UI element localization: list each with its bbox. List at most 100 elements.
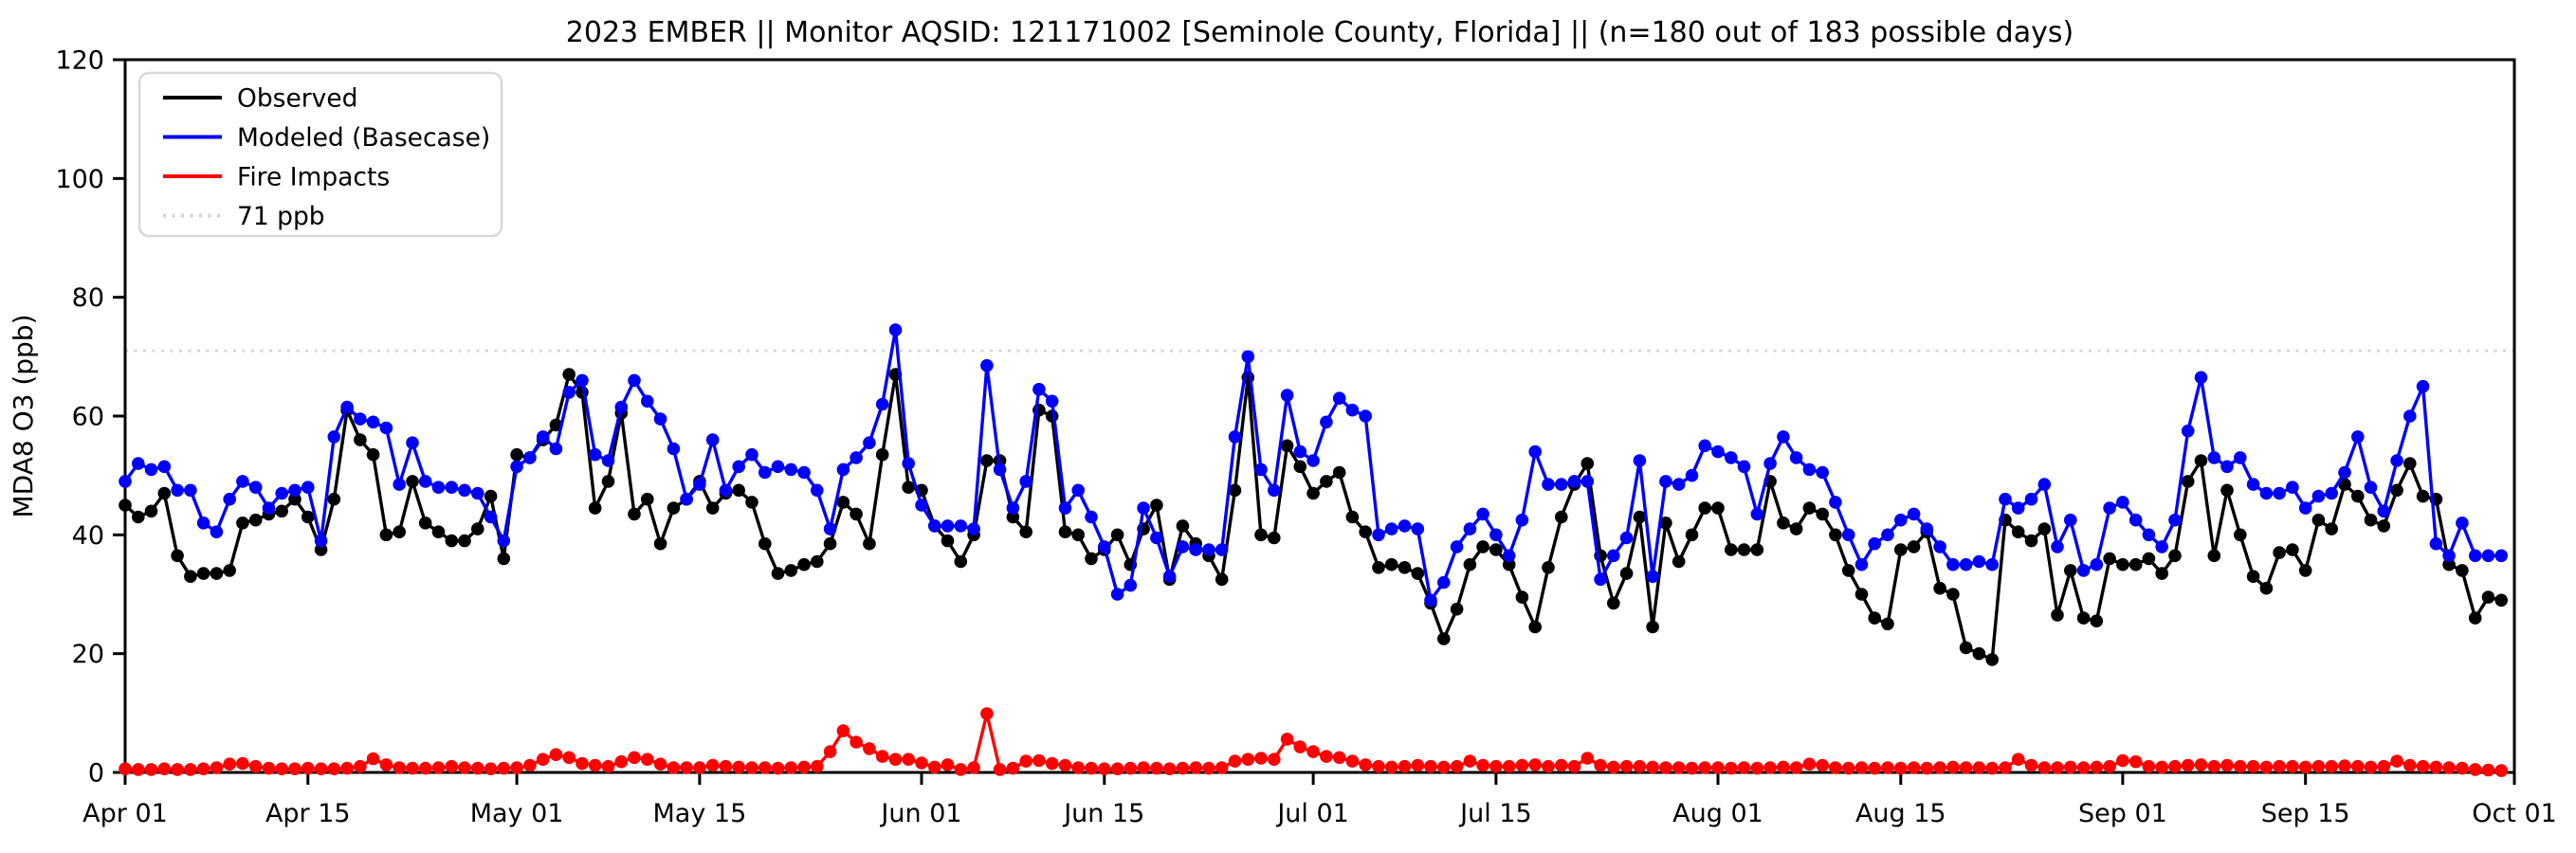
data-point (471, 522, 484, 535)
data-point (1398, 519, 1412, 533)
data-point (2298, 760, 2312, 774)
data-point (1816, 507, 1829, 521)
data-point (1907, 540, 1921, 554)
data-point (836, 724, 850, 737)
data-point (2155, 760, 2168, 774)
data-point (1463, 557, 1477, 572)
data-point (458, 534, 471, 548)
data-point (601, 475, 615, 488)
data-point (1737, 543, 1751, 556)
data-point (562, 368, 575, 381)
data-point (1567, 759, 1581, 773)
data-point (2128, 513, 2143, 527)
data-point (1999, 761, 2012, 774)
data-point (406, 436, 419, 450)
data-point (1215, 543, 1229, 556)
data-point (1646, 760, 1659, 774)
data-point (1789, 451, 1803, 464)
data-point (2456, 517, 2469, 530)
data-point (2364, 760, 2378, 774)
data-point (366, 415, 380, 429)
data-point (1045, 394, 1059, 408)
data-point (1711, 445, 1725, 459)
data-point (850, 451, 863, 464)
data-point (301, 761, 315, 775)
x-tick-label: Jun 01 (879, 799, 961, 828)
data-point (2298, 501, 2312, 515)
data-point (1320, 475, 1333, 488)
data-point (184, 763, 197, 776)
data-point (758, 536, 772, 551)
data-point (1672, 478, 1686, 491)
data-point (2286, 759, 2299, 773)
data-point (1306, 745, 1320, 758)
data-point (1854, 588, 1869, 601)
data-point (1881, 617, 1894, 631)
data-point (1528, 620, 1542, 634)
axes-group: 0 20 40 60 80 100 120 Apr 01 Apr 15 May 01 May 15 J… (55, 45, 2556, 828)
data-point (1215, 572, 1229, 587)
data-point (248, 481, 263, 494)
data-point (2181, 758, 2195, 772)
legend-item-observed: Observed (163, 83, 358, 113)
data-point (2064, 760, 2077, 774)
data-point (301, 510, 315, 524)
data-point (2286, 543, 2299, 556)
data-point (431, 481, 446, 494)
data-point (2246, 759, 2260, 773)
data-point (1528, 758, 1542, 771)
data-point (875, 397, 889, 411)
data-point (2142, 528, 2156, 542)
data-point (1802, 757, 1817, 771)
data-point (418, 517, 432, 530)
data-point (1241, 350, 1255, 364)
data-point (1345, 754, 1360, 768)
data-point (1489, 759, 1503, 773)
data-point (732, 460, 745, 474)
data-point (2220, 483, 2234, 498)
data-point (1124, 761, 1138, 775)
data-point (1816, 758, 1829, 772)
data-point (1150, 499, 1163, 512)
data-point (171, 763, 184, 776)
data-point (771, 460, 785, 474)
data-point (119, 762, 132, 775)
data-point (1816, 465, 1829, 480)
data-point (1672, 554, 1686, 569)
data-point (2220, 758, 2234, 772)
data-point (2351, 759, 2365, 773)
data-point (171, 549, 184, 563)
data-point (1841, 564, 1855, 577)
data-point (1437, 760, 1451, 774)
data-point (1372, 759, 1385, 773)
data-point (641, 492, 654, 506)
data-point (1058, 758, 1072, 772)
data-point (2064, 564, 2077, 577)
data-point (2207, 549, 2221, 563)
data-point (1398, 759, 1412, 773)
data-point (354, 412, 367, 426)
data-point (915, 756, 928, 770)
data-point (301, 481, 315, 494)
data-point (2234, 528, 2247, 542)
data-point (2064, 513, 2077, 527)
data-point (484, 489, 498, 503)
data-point (132, 510, 145, 524)
data-point (1619, 531, 1634, 545)
data-point (1920, 761, 1934, 775)
data-point (1019, 754, 1032, 768)
data-point (1542, 561, 1555, 574)
data-point (1032, 753, 1046, 768)
data-point (314, 534, 328, 548)
data-point (1646, 570, 1659, 583)
data-point (1098, 762, 1111, 775)
data-point (2037, 761, 2052, 774)
data-point (1110, 588, 1124, 601)
data-point (1502, 557, 1516, 572)
data-point (1985, 557, 1999, 572)
data-point (705, 758, 720, 772)
data-point (2246, 570, 2260, 583)
data-point (2076, 761, 2091, 774)
data-point (1972, 761, 1986, 774)
